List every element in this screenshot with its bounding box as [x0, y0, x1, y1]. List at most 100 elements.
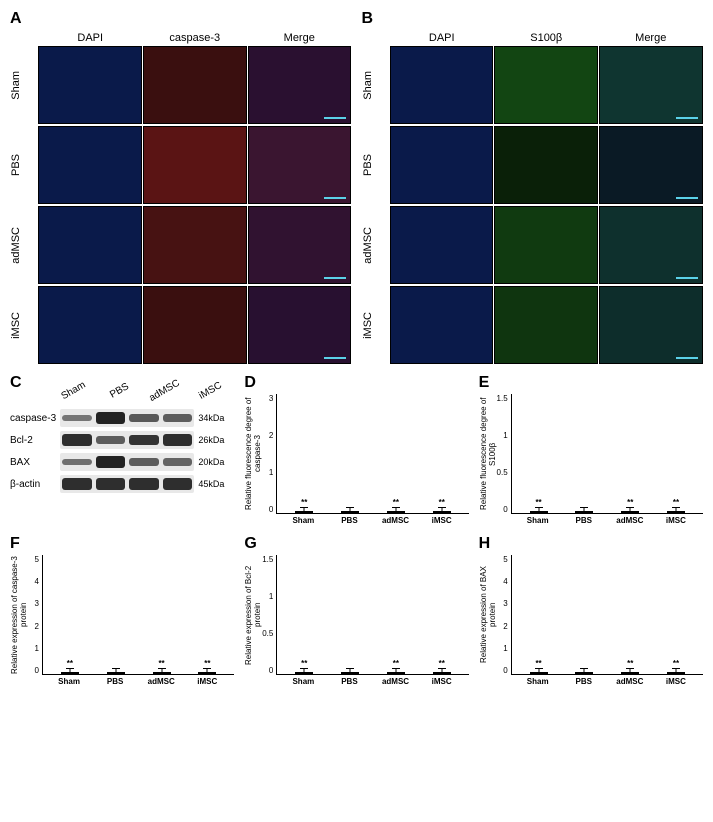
sig-marker: **: [673, 659, 679, 668]
panel-G-label: G: [244, 535, 468, 553]
panelA-cell-Sham-Merge: [248, 46, 352, 124]
panelA-cell-iMSC-Merge: [248, 286, 352, 364]
wb-band: [129, 458, 159, 466]
panelA-cell-Sham-DAPI: [38, 46, 142, 124]
bar-D-iMSC: **: [433, 511, 451, 513]
wb-band: [163, 434, 193, 445]
bar-F-adMSC: **: [153, 672, 171, 674]
wb-size-β-actin: 45kDa: [198, 479, 234, 489]
wb-band: [163, 414, 193, 422]
panel-a-col-headers: DAPIcaspase-3Merge: [38, 30, 352, 46]
panelA-col-DAPI: DAPI: [38, 30, 143, 46]
wb-name-BAX: BAX: [10, 457, 60, 468]
sig-marker: **: [673, 498, 679, 507]
panelA-cell-iMSC-caspase-3: [143, 286, 247, 364]
panel-c: C ShamPBSadMSCiMSC caspase-334kDaBcl-226…: [10, 374, 234, 525]
panelA-cell-adMSC-Merge: [248, 206, 352, 284]
panelA-cell-PBS-caspase-3: [143, 126, 247, 204]
panel-D-label: D: [244, 374, 468, 392]
panelA-cell-PBS-Merge: [248, 126, 352, 204]
wb-name-β-actin: β-actin: [10, 479, 60, 490]
panel-b-col-headers: DAPIS100βMerge: [390, 30, 704, 46]
panelB-col-DAPI: DAPI: [390, 30, 495, 46]
panel-H-label: H: [479, 535, 703, 553]
error-bar: [580, 668, 588, 669]
bar-F-iMSC: **: [198, 672, 216, 674]
sig-marker: **: [535, 659, 541, 668]
panelB-cell-Sham-S100β: [494, 46, 598, 124]
bar-E-adMSC: **: [621, 511, 639, 513]
panelA-cell-iMSC-DAPI: [38, 286, 142, 364]
panel-b-rows: ShamPBSadMSCiMSC: [362, 46, 704, 364]
chart-G-area: Relative expression of Bcl-2 protein1.51…: [244, 555, 468, 675]
panelB-cell-PBS-S100β: [494, 126, 598, 204]
wb-band: [96, 478, 126, 489]
sig-marker: **: [393, 498, 399, 507]
error-bar: [66, 668, 74, 669]
panelA-cell-adMSC-DAPI: [38, 206, 142, 284]
error-bar: [300, 668, 308, 669]
scale-bar: [324, 357, 346, 359]
panelB-cell-PBS-DAPI: [390, 126, 494, 204]
error-bar: [672, 668, 680, 669]
scale-bar: [676, 277, 698, 279]
error-bar: [438, 668, 446, 669]
chart-H-area: Relative expression of BAX protein543210…: [479, 555, 703, 675]
wb-band: [163, 478, 193, 489]
bar-F-PBS: [107, 672, 125, 674]
panelB-rowlabel-Sham: Sham: [362, 71, 390, 100]
panelA-row-Sham: Sham: [10, 46, 352, 124]
sig-marker: **: [627, 498, 633, 507]
error-bar: [346, 507, 354, 508]
panelA-rowlabel-iMSC: iMSC: [10, 312, 38, 339]
panelA-col-caspase-3: caspase-3: [143, 30, 248, 46]
panelB-cell-iMSC-DAPI: [390, 286, 494, 364]
error-bar: [535, 668, 543, 669]
panel-d: DRelative fluorescence degree of caspase…: [244, 374, 468, 525]
panelA-rowlabel-Sham: Sham: [10, 71, 38, 100]
wb-name-Bcl-2: Bcl-2: [10, 435, 60, 446]
chart-E-ylabel: Relative fluorescence degree of S100β: [479, 394, 493, 514]
sig-marker: **: [158, 659, 164, 668]
bar-H-iMSC: **: [667, 672, 685, 674]
panelB-rowlabel-iMSC: iMSC: [362, 312, 390, 339]
panelA-row-PBS: PBS: [10, 126, 352, 204]
panelA-cell-adMSC-caspase-3: [143, 206, 247, 284]
error-bar: [438, 507, 446, 508]
panelB-col-S100β: S100β: [494, 30, 599, 46]
panel-a-rows: ShamPBSadMSCiMSC: [10, 46, 352, 364]
scale-bar: [676, 117, 698, 119]
panelB-row-adMSC: adMSC: [362, 206, 704, 284]
bar-D-adMSC: **: [387, 511, 405, 513]
wb-band: [62, 478, 92, 489]
error-bar: [580, 507, 588, 508]
panel-h: H Relative expression of BAX protein54321…: [479, 535, 703, 686]
error-bar: [112, 668, 120, 669]
panelB-rowlabel-adMSC: adMSC: [362, 227, 390, 264]
sig-marker: **: [439, 659, 445, 668]
chart-F-xlabels: ShamPBSadMSCiMSC: [42, 675, 234, 686]
bar-D-Sham: **: [295, 511, 313, 513]
bar-H-adMSC: **: [621, 672, 639, 674]
wb-band: [129, 435, 159, 446]
panelB-cell-Sham-DAPI: [390, 46, 494, 124]
sig-marker: **: [301, 498, 307, 507]
wb-band: [163, 458, 193, 466]
chart-G-xlabels: ShamPBSadMSCiMSC: [276, 675, 468, 686]
chart-H-plot: ** ** **: [511, 555, 703, 675]
sig-marker: **: [627, 659, 633, 668]
scale-bar: [324, 197, 346, 199]
panelB-cell-adMSC-S100β: [494, 206, 598, 284]
sig-marker: **: [67, 659, 73, 668]
sig-marker: **: [204, 659, 210, 668]
wb-band: [62, 434, 92, 445]
error-bar: [203, 668, 211, 669]
chart-H-ylabel: Relative expression of BAX protein: [479, 555, 493, 675]
wb-row-BAX: BAX20kDa: [10, 453, 234, 471]
bar-G-adMSC: **: [387, 672, 405, 674]
panelB-row-iMSC: iMSC: [362, 286, 704, 364]
bar-E-PBS: [575, 511, 593, 513]
panelA-rowlabel-PBS: PBS: [10, 154, 38, 176]
wb-size-Bcl-2: 26kDa: [198, 435, 234, 445]
panel-F-label: F: [10, 535, 234, 553]
